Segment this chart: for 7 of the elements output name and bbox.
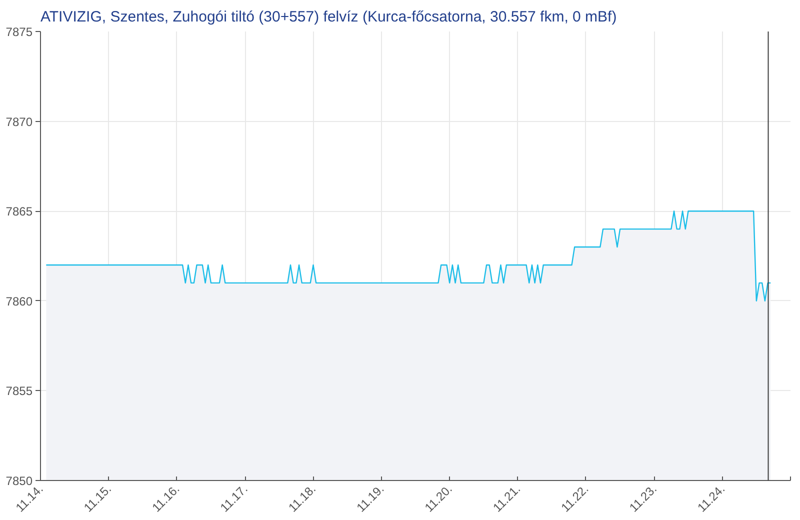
y-tick-label: 7870	[6, 114, 33, 129]
y-tick-label: 7855	[6, 384, 33, 398]
y-tick-label: 7850	[6, 474, 33, 488]
y-tick-label: 7875	[6, 25, 33, 39]
y-tick-label: 7865	[6, 204, 33, 219]
chart-title: ATIVIZIG, Szentes, Zuhogói tiltó (30+557) felvíz (Kurca-főcsatorna, 30.557 fkm, 0 mBf)	[40, 8, 617, 26]
y-tick-label: 7860	[6, 294, 33, 308]
